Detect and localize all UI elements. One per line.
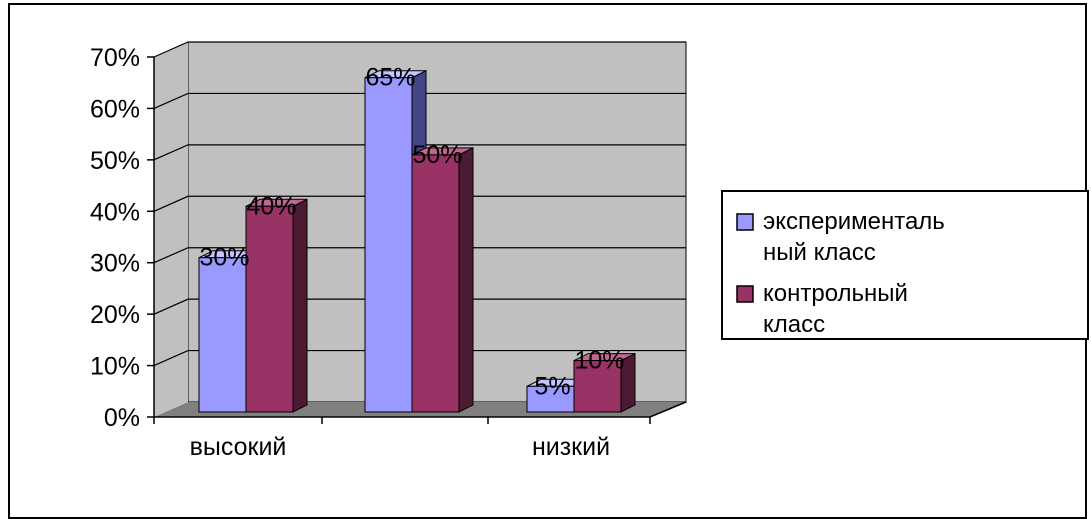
gridline: [153, 41, 686, 58]
y-tick-label: 70%: [90, 44, 140, 72]
legend-label-1: ный класс: [763, 239, 876, 266]
x-tick-label: низкий: [532, 433, 610, 461]
legend-label-2: класс: [763, 311, 825, 338]
y-tick-label: 50%: [90, 147, 140, 175]
plot-side-wall: [154, 42, 188, 417]
bar-series2-0: [245, 198, 308, 413]
gridline: [153, 247, 686, 264]
gridline: [153, 298, 686, 315]
y-tick-label: 20%: [90, 301, 140, 329]
data-label: 5%: [534, 372, 570, 400]
data-label: 50%: [412, 141, 462, 169]
legend-label-1: эксперименталь: [763, 208, 945, 235]
data-label: 40%: [246, 192, 296, 220]
legend-label-2: контрольный: [763, 280, 908, 307]
legend-swatch-1: [736, 213, 754, 231]
data-label: 30%: [199, 244, 249, 272]
y-tick-label: 60%: [90, 95, 140, 123]
bar-series2-2: [573, 352, 636, 413]
y-tick-label: 0%: [104, 404, 140, 432]
y-tick-label: 10%: [90, 353, 140, 381]
x-tick-label: высокий: [190, 433, 287, 461]
bars: [198, 69, 636, 413]
y-axis: 0% 10% 20% 30% 40% 50% 60% 70%: [90, 44, 155, 432]
y-tick-label: 30%: [90, 250, 140, 278]
gridlines: [153, 41, 686, 367]
data-label: 10%: [574, 347, 624, 375]
data-labels: 30% 65% 5% 40% 50% 10%: [199, 64, 624, 401]
gridline: [153, 195, 686, 212]
x-axis: высокий низкий: [153, 401, 687, 461]
data-label: 65%: [365, 64, 415, 92]
legend: эксперименталь ный класс контрольный класс: [721, 190, 1089, 340]
bar-series2-1: [411, 147, 474, 413]
legend-swatch-2: [736, 285, 754, 303]
gridline: [153, 92, 686, 109]
legend-box: [721, 190, 1089, 340]
y-tick-label: 40%: [90, 198, 140, 226]
gridline: [153, 349, 686, 367]
gridline: [153, 144, 686, 161]
